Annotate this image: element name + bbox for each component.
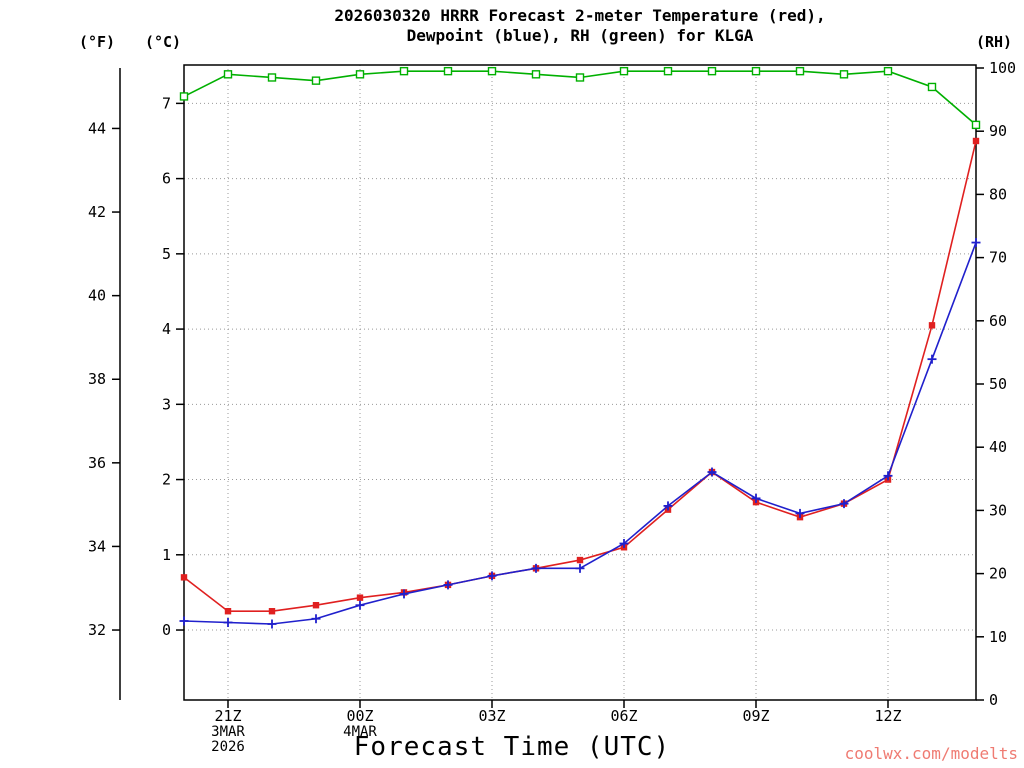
- rh-tick-label: 70: [989, 249, 1007, 267]
- rh-marker: [575, 73, 585, 82]
- celsius-tick-label: 0: [162, 621, 171, 639]
- rh-marker: [927, 82, 937, 92]
- celsius-tick-label: 4: [162, 320, 171, 338]
- celsius-tick-label: 1: [162, 546, 171, 564]
- rh-tick-label: 0: [989, 691, 998, 709]
- rh-marker: [531, 70, 541, 79]
- celsius-tick-label: 7: [162, 94, 171, 112]
- temperature-marker: [224, 608, 232, 615]
- rh-marker: [663, 66, 673, 76]
- temperature-marker: [356, 594, 364, 601]
- rh-marker: [839, 70, 849, 79]
- rh-tick-label: 60: [989, 312, 1007, 330]
- rh-marker: [707, 66, 717, 76]
- temperature-marker: [972, 137, 980, 145]
- rh-tick-label: 40: [989, 438, 1007, 456]
- chart-title-line2: Dewpoint (blue), RH (green) for KLGA: [406, 26, 754, 45]
- rh-axis-label: (RH): [975, 33, 1013, 51]
- celsius-tick-label: 5: [162, 245, 171, 263]
- x-axis-title: Forecast Time (UTC): [353, 732, 671, 762]
- fahrenheit-tick-label: 40: [88, 287, 106, 305]
- rh-marker: [619, 66, 629, 76]
- fahrenheit-tick-label: 44: [88, 119, 106, 137]
- rh-marker: [355, 70, 365, 79]
- rh-marker: [399, 66, 409, 76]
- temperature-marker: [576, 556, 584, 564]
- x-tick-label: 12Z: [874, 707, 901, 725]
- temperature-marker: [928, 322, 936, 329]
- temperature-marker: [312, 602, 320, 609]
- fahrenheit-tick-label: 38: [88, 370, 106, 388]
- rh-marker: [795, 66, 805, 76]
- fahrenheit-tick-label: 36: [88, 454, 106, 472]
- rh-marker: [883, 66, 893, 76]
- fahrenheit-tick-label: 42: [88, 203, 106, 221]
- fahrenheit-tick-label: 32: [88, 621, 106, 639]
- temperature-marker: [180, 574, 188, 581]
- fahrenheit-axis-label: (°F): [78, 33, 116, 51]
- rh-marker: [971, 120, 981, 130]
- rh-marker: [179, 92, 189, 101]
- celsius-tick-label: 2: [162, 471, 171, 489]
- rh-tick-label: 90: [989, 122, 1007, 140]
- fahrenheit-tick-label: 34: [88, 537, 106, 555]
- rh-marker: [443, 66, 453, 76]
- rh-marker: [311, 76, 321, 85]
- x-tick-label: 00Z: [346, 707, 373, 725]
- chart-title: 2026030320 HRRR Forecast 2-meter Tempera…: [184, 6, 976, 46]
- rh-marker: [223, 70, 233, 79]
- x-tick-label: 09Z: [742, 707, 769, 725]
- rh-tick-label: 10: [989, 628, 1007, 646]
- x-date-label: 2026: [211, 739, 245, 755]
- chart-title-line1: 2026030320 HRRR Forecast 2-meter Tempera…: [334, 6, 826, 25]
- rh-marker: [267, 73, 277, 82]
- x-tick-label: 21Z: [214, 707, 241, 725]
- celsius-axis-label: (°C): [144, 33, 182, 51]
- x-date-label: 3MAR: [211, 724, 245, 740]
- rh-tick-label: 30: [989, 501, 1007, 519]
- x-tick-label: 03Z: [478, 707, 505, 725]
- rh-marker: [487, 66, 497, 76]
- rh-tick-label: 20: [989, 565, 1007, 583]
- temperature-series-line: [183, 140, 977, 613]
- x-date-label: 4MAR: [343, 724, 377, 740]
- rh-tick-label: 100: [989, 59, 1016, 77]
- rh-marker: [751, 66, 761, 76]
- rh-tick-label: 80: [989, 185, 1007, 203]
- temperature-marker: [268, 608, 276, 615]
- celsius-tick-label: 6: [162, 170, 171, 188]
- watermark-link[interactable]: coolwx.com/modelts: [844, 744, 1018, 763]
- rh-tick-label: 50: [989, 375, 1007, 393]
- celsius-tick-label: 3: [162, 395, 171, 413]
- plot-border: [183, 64, 977, 701]
- x-tick-label: 06Z: [610, 707, 637, 725]
